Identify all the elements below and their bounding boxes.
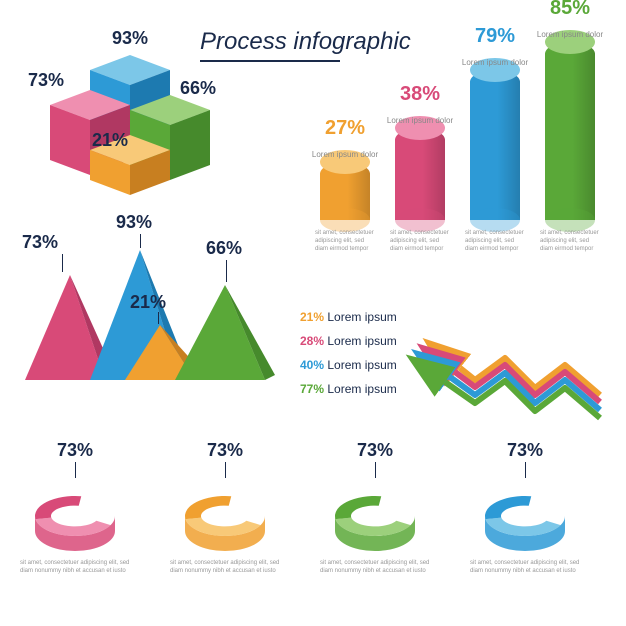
donut-caption-1: sit amet, consectetuer adipiscing elit, …	[170, 560, 290, 576]
cylinder-chart: 27%Lorem ipsum dolorsit amet, consectetu…	[320, 0, 620, 260]
zig-label-3: 77% Lorem ipsum	[300, 382, 397, 396]
cyl-caption-0: sit amet, consectetuer adipiscing elit, …	[315, 230, 377, 253]
title-underline	[200, 60, 340, 62]
cyl-sub-0: Lorem ipsum dolor	[310, 150, 380, 160]
donut-caption-0: sit amet, consectetuer adipiscing elit, …	[20, 560, 140, 576]
pyr-label-66: 66%	[206, 238, 242, 259]
cyl-caption-2: sit amet, consectetuer adipiscing elit, …	[465, 230, 527, 253]
zig-label-1: 28% Lorem ipsum	[300, 334, 397, 348]
donut-pct-3: 73%	[475, 440, 575, 461]
isometric-cubes: 93% 73% 66% 21%	[20, 30, 190, 200]
donut-caption-2: sit amet, consectetuer adipiscing elit, …	[320, 560, 440, 576]
cylinder-0	[320, 162, 370, 220]
pyr-label-93: 93%	[116, 212, 152, 233]
donut-row: 73% sit amet, consectetuer adipiscing eli…	[0, 440, 626, 620]
cyl-caption-3: sit amet, consectetuer adipiscing elit, …	[540, 230, 602, 253]
cyl-pct-3: 85%	[535, 0, 605, 20]
donut-caption-3: sit amet, consectetuer adipiscing elit, …	[470, 560, 590, 576]
cube-label-93: 93%	[112, 28, 148, 49]
pyr-label-73: 73%	[22, 232, 58, 253]
cyl-sub-1: Lorem ipsum dolor	[385, 116, 455, 126]
zig-label-0: 21% Lorem ipsum	[300, 310, 397, 324]
cyl-pct-0: 27%	[310, 117, 380, 140]
cylinder-3	[545, 42, 595, 220]
cube-label-73: 73%	[28, 70, 64, 91]
donut-pct-1: 73%	[175, 440, 275, 461]
zig-label-2: 40% Lorem ipsum	[300, 358, 397, 372]
cyl-pct-1: 38%	[385, 83, 455, 106]
donut-pct-2: 73%	[325, 440, 425, 461]
donut-pct-0: 73%	[25, 440, 125, 461]
cyl-pct-2: 79%	[460, 25, 530, 48]
cylinder-1	[395, 128, 445, 220]
cylinder-2	[470, 70, 520, 220]
cyl-sub-3: Lorem ipsum dolor	[535, 30, 605, 40]
cube-label-66: 66%	[180, 78, 216, 99]
pyramid-chart: 73% 93% 21% 66%	[10, 230, 290, 400]
cube-label-21: 21%	[92, 130, 128, 151]
cyl-sub-2: Lorem ipsum dolor	[460, 58, 530, 68]
zigzag-arrows: 21% Lorem ipsum 28% Lorem ipsum 40% Lorem …	[300, 300, 610, 430]
cyl-caption-1: sit amet, consectetuer adipiscing elit, …	[390, 230, 452, 253]
pyr-label-21: 21%	[130, 292, 166, 313]
